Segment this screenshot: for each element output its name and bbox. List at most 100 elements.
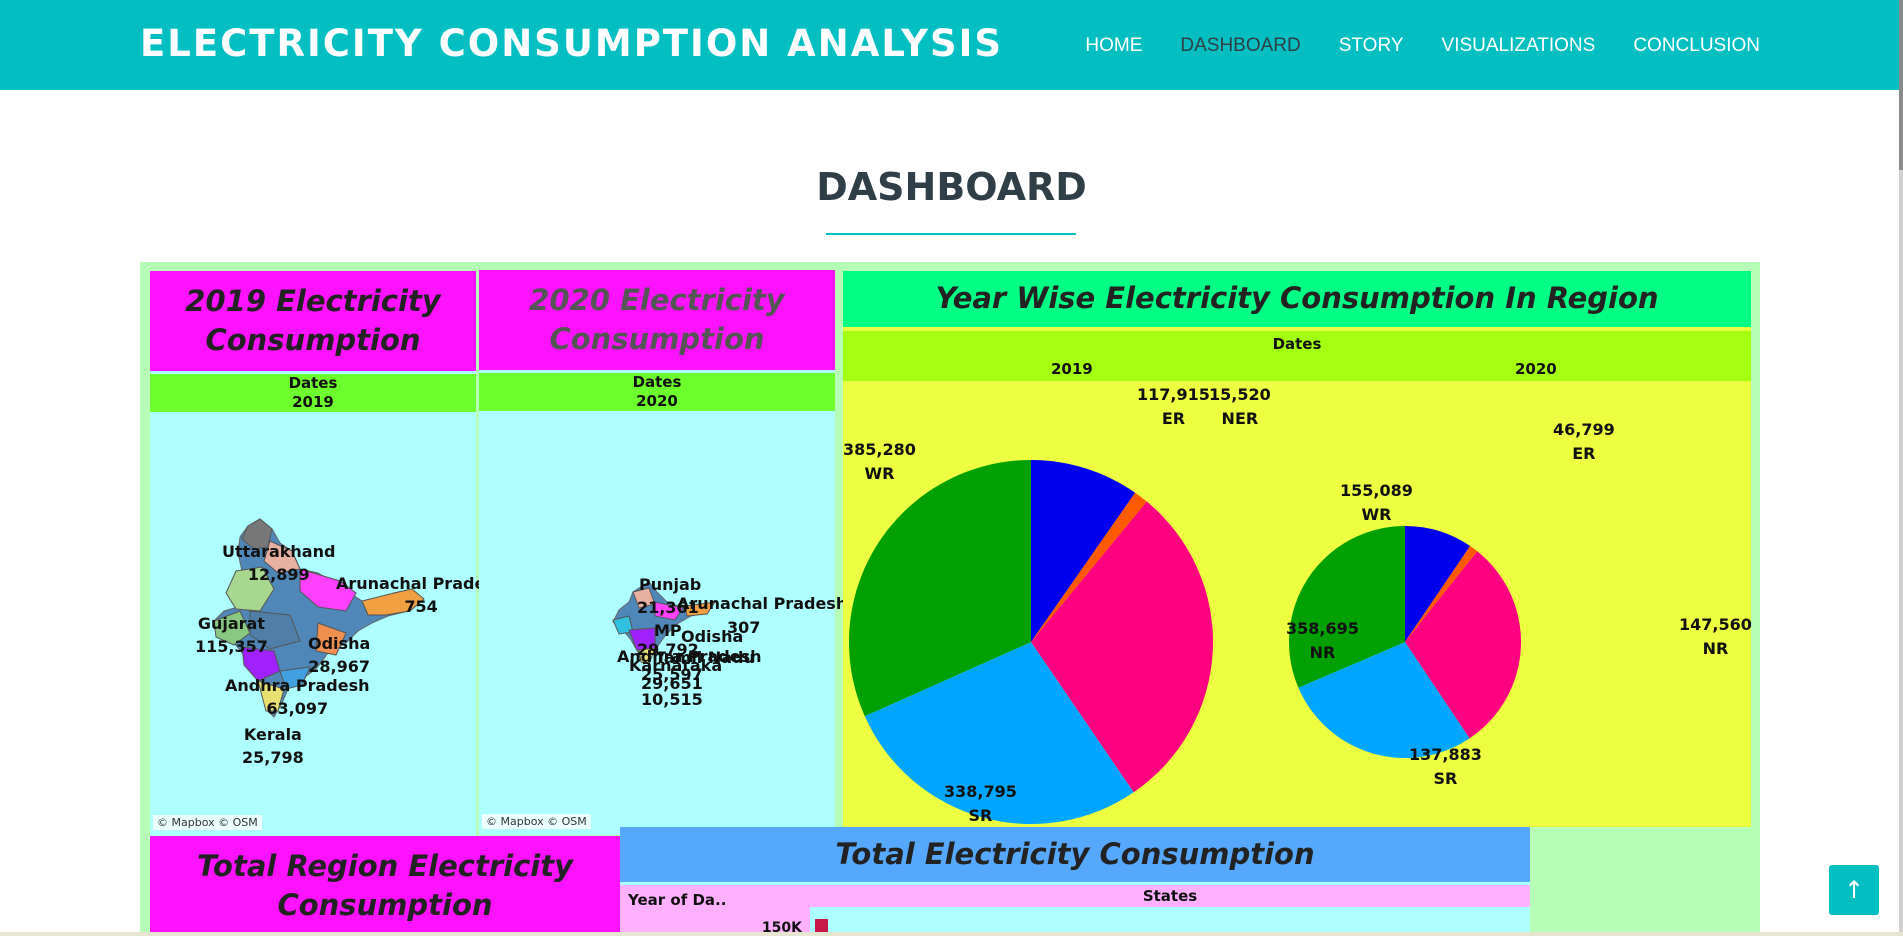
pie-2019-label-er: 117,915 ER bbox=[1137, 383, 1210, 431]
brand-title[interactable]: ELECTRICITY CONSUMPTION ANALYSIS bbox=[140, 22, 1004, 65]
label-value: 25,798 bbox=[242, 748, 304, 767]
total-region-title-line1: Total Region Electricity bbox=[197, 848, 573, 883]
label-value: 137,883 bbox=[1409, 745, 1482, 764]
map-2019-label-arunachal: Arunachal Pradesh 754 bbox=[336, 572, 506, 618]
state-ne-2020[interactable] bbox=[684, 601, 717, 617]
arrow-up-icon: ↑ bbox=[1843, 876, 1865, 904]
label-region: SR bbox=[968, 806, 993, 825]
map-2019-label-andhra: Andhra Pradesh 63,097 bbox=[225, 674, 370, 720]
region-pie-title: Year Wise Electricity Consumption In Reg… bbox=[843, 271, 1751, 327]
label-state: Andhra Pradesh bbox=[225, 676, 370, 695]
state-kerala-tn-2019[interactable] bbox=[257, 680, 285, 712]
map-2019-label-uttarakhand: Uttarakhand 12,899 bbox=[222, 540, 335, 586]
map-2020-label-punjab: Punjab bbox=[639, 575, 702, 594]
map-2019-title: 2019 Electricity Consumption bbox=[150, 271, 476, 371]
region-dates-label: Dates bbox=[1272, 335, 1322, 353]
pie-2020-slice-wr[interactable] bbox=[1289, 526, 1405, 688]
map-2019-panel: 2019 Electricity Consumption Dates 2019 U… bbox=[150, 271, 506, 836]
map-2019-attribution[interactable]: © Mapbox © OSM bbox=[153, 815, 262, 830]
state-maharashtra-2019[interactable] bbox=[241, 646, 281, 682]
pie-2020-slice-ner[interactable] bbox=[1405, 546, 1478, 642]
map-2020-label-value-a: 25,597 bbox=[641, 665, 703, 684]
pie-2019-slice-sr[interactable] bbox=[864, 642, 1134, 824]
map-2020-label-mp: MP bbox=[654, 621, 682, 640]
map-2020-label-andhra: Andhra Pradesh bbox=[617, 647, 762, 666]
pie-2019-slice-ner[interactable] bbox=[1031, 492, 1147, 642]
total-region-panel: Total Region Electricity Consumption bbox=[150, 836, 620, 936]
pie-2019-slice-er[interactable] bbox=[1031, 460, 1136, 642]
pie-2020-label-er: 46,799 ER bbox=[1553, 418, 1615, 466]
scrollbar-thumb[interactable] bbox=[1899, 0, 1903, 170]
label-value: 754 bbox=[404, 597, 438, 616]
label-region: NR bbox=[1309, 643, 1336, 662]
pie-2019-slice-nr[interactable] bbox=[1031, 501, 1213, 793]
label-value: 28,967 bbox=[308, 657, 370, 676]
india-map-2019[interactable] bbox=[150, 271, 476, 836]
total-row-header-label: Year of Da.. bbox=[628, 891, 727, 909]
page-scrollbar[interactable] bbox=[1899, 0, 1903, 936]
state-odisha-2019[interactable] bbox=[315, 622, 347, 656]
map-2020-attribution[interactable]: © Mapbox © OSM bbox=[482, 814, 591, 829]
nav-home[interactable]: HOME bbox=[1085, 35, 1143, 56]
main-nav: HOME DASHBOARD STORY VISUALIZATIONS CONC… bbox=[1047, 35, 1760, 57]
back-to-top-button[interactable]: ↑ bbox=[1829, 865, 1879, 915]
map-2020-year: 2020 bbox=[636, 392, 678, 410]
total-bar[interactable] bbox=[815, 919, 828, 936]
label-value: 147,560 bbox=[1679, 615, 1752, 634]
region-year-2019: 2019 bbox=[1051, 360, 1093, 378]
pie-2020-slice-sr[interactable] bbox=[1298, 642, 1470, 758]
pie-2019-label-sr: 338,795 SR bbox=[944, 780, 1017, 828]
label-value: 12,899 bbox=[247, 565, 310, 584]
map-2019-label-kerala: Kerala 25,798 bbox=[242, 723, 304, 769]
total-row-header bbox=[620, 885, 810, 936]
state-gujarat-2019[interactable] bbox=[213, 610, 251, 646]
state-ap-2019[interactable] bbox=[279, 666, 311, 690]
map-2020-dates-strip: Dates 2020 bbox=[479, 373, 835, 411]
state-mp-2019[interactable] bbox=[249, 610, 301, 650]
label-region: SR bbox=[1433, 769, 1458, 788]
label-value: 46,799 bbox=[1553, 420, 1615, 439]
total-col-header-label: States bbox=[1142, 887, 1198, 905]
map-2020-label-value-b: 29,651 bbox=[641, 674, 703, 693]
region-pie-chart[interactable] bbox=[843, 271, 1751, 827]
total-col-header bbox=[810, 885, 1530, 907]
map-2020-dates-label: Dates bbox=[632, 373, 682, 391]
state-up-2019[interactable] bbox=[299, 568, 357, 612]
nav-visualizations[interactable]: VISUALIZATIONS bbox=[1441, 35, 1596, 56]
pie-2020-slice-nr[interactable] bbox=[1405, 551, 1521, 739]
label-region: ER bbox=[1572, 444, 1596, 463]
nav-conclusion[interactable]: CONCLUSION bbox=[1633, 35, 1760, 56]
dashboard-embed: 2019 Electricity Consumption Dates 2019 U… bbox=[140, 262, 1760, 936]
pie-2019-label-nr: 358,695 NR bbox=[1286, 617, 1359, 665]
pie-2019-slice-wr[interactable] bbox=[849, 460, 1031, 717]
map-2020-label-karnataka: Karnataka bbox=[629, 656, 723, 675]
pie-2020-slice-er[interactable] bbox=[1405, 526, 1471, 642]
nav-dashboard[interactable]: DASHBOARD bbox=[1180, 35, 1301, 56]
label-state: Kerala bbox=[243, 725, 302, 744]
label-region: NR bbox=[1702, 639, 1729, 658]
map-2020-label-tamilnadu: Tamil Nadu bbox=[655, 648, 755, 667]
label-value: 15,520 bbox=[1209, 385, 1271, 404]
state-rajasthan-2019[interactable] bbox=[225, 566, 275, 612]
total-consumption-panel: Total Electricity Consumption Year of Da… bbox=[620, 827, 1530, 936]
map-2020-label-punjab-value: 21,361 bbox=[637, 598, 699, 617]
state-south-2020[interactable] bbox=[638, 647, 656, 665]
pie-2019-label-wr: 385,280 WR bbox=[843, 438, 916, 486]
nav-story[interactable]: STORY bbox=[1338, 35, 1404, 56]
pie-2020-label-sr: 137,883 SR bbox=[1409, 743, 1482, 791]
map-2020-label-arunachal: Arunachal Pradesh bbox=[677, 594, 848, 613]
region-dates-strip: Dates 2019 2020 bbox=[843, 331, 1751, 381]
label-state: Uttarakhand bbox=[222, 542, 336, 561]
map-2019-dates-strip: Dates 2019 bbox=[150, 374, 476, 412]
map-2020-panel: 2020 Electricity Consumption Dates 2020 P… bbox=[479, 270, 847, 835]
pie-2020-label-wr: 155,089 WR bbox=[1340, 479, 1413, 527]
state-up-2020[interactable] bbox=[654, 601, 684, 621]
india-map-2020[interactable] bbox=[479, 270, 835, 835]
label-state: Arunachal Pradesh bbox=[336, 574, 507, 593]
label-value: 115,357 bbox=[195, 637, 268, 656]
map-2020-label-odisha: Odisha bbox=[681, 627, 744, 646]
pie-2019-label-ner: 15,520 NER bbox=[1209, 383, 1271, 431]
title-underline bbox=[826, 233, 1076, 235]
state-uttarakhand-2019[interactable] bbox=[263, 540, 301, 574]
state-ne-2019[interactable] bbox=[361, 588, 425, 616]
